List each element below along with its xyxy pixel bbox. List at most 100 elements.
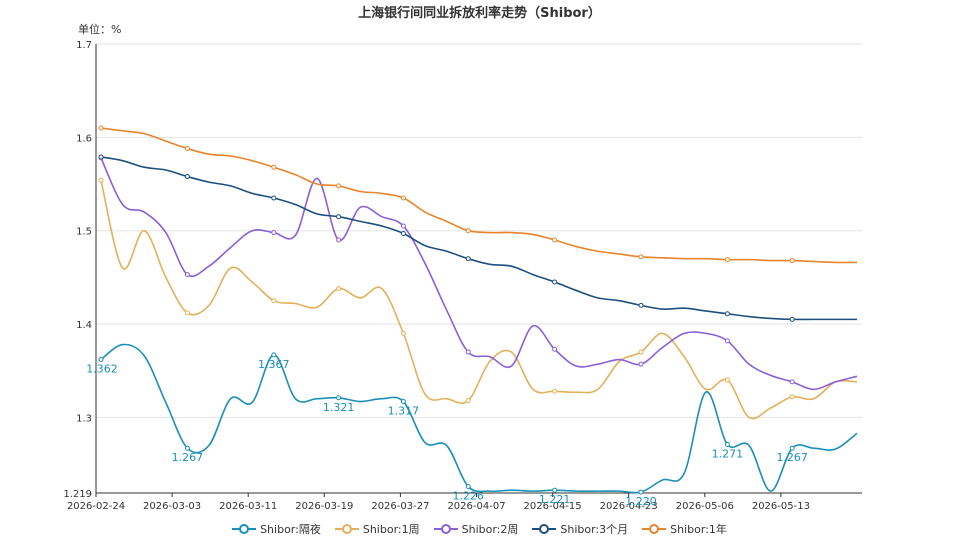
- legend-swatch-icon: [532, 524, 557, 534]
- data-point: [336, 286, 342, 292]
- data-point: [271, 164, 277, 170]
- data-label: 1.271: [712, 447, 744, 460]
- x-tick-label: 2026-03-11: [219, 501, 277, 512]
- data-point: [638, 489, 644, 495]
- data-point: [638, 349, 644, 355]
- data-point: [400, 223, 406, 229]
- y-tick-label: 1.7: [76, 40, 92, 51]
- data-point: [271, 195, 277, 201]
- data-point: [789, 445, 795, 451]
- y-tick-label: 1.3: [76, 413, 92, 424]
- data-label: 1.367: [258, 358, 290, 371]
- data-point: [336, 237, 342, 243]
- data-point: [552, 279, 558, 285]
- x-tick-label: 2026-03-27: [371, 501, 429, 512]
- chart-legend[interactable]: Shibor:隔夜 Shibor:1周 Shibor:2周 Shibor:3个月 Shi…: [0, 521, 959, 537]
- data-point: [724, 441, 730, 447]
- data-label: 1.317: [388, 405, 420, 418]
- data-point: [638, 302, 644, 308]
- data-point: [271, 352, 277, 358]
- legend-swatch-icon: [642, 524, 667, 534]
- data-point: [184, 445, 190, 451]
- data-point: [336, 183, 342, 189]
- data-point: [724, 377, 730, 383]
- legend-label: Shibor:3个月: [560, 523, 629, 536]
- data-point: [184, 174, 190, 180]
- data-point: [789, 258, 795, 264]
- series-line: [100, 127, 858, 264]
- data-point: [552, 237, 558, 243]
- data-label: 1.220: [625, 495, 657, 508]
- data-point: [271, 298, 277, 304]
- data-point: [336, 214, 342, 220]
- data-point: [552, 346, 558, 352]
- legend-item[interactable]: Shibor:1周: [334, 521, 420, 537]
- x-tick-label: 2026-04-23: [600, 501, 658, 512]
- series-1: 1.362 1.267 1.367 1.321 1.317 1.226 1.221 1.220…: [86, 343, 858, 508]
- data-point: [400, 195, 406, 201]
- legend-item[interactable]: Shibor:隔夜: [232, 521, 321, 537]
- data-point: [552, 388, 558, 394]
- series-line: [100, 180, 858, 420]
- data-point: [98, 154, 104, 160]
- data-point: [98, 125, 104, 131]
- data-point: [465, 398, 471, 404]
- series-line: [100, 343, 858, 494]
- legend-label: Shibor:隔夜: [260, 523, 321, 536]
- data-point: [400, 330, 406, 336]
- data-point: [98, 177, 104, 183]
- data-point: [400, 399, 406, 405]
- x-tick-label: 2026-03-19: [295, 501, 353, 512]
- legend-label: Shibor:1周: [362, 523, 420, 536]
- legend-item[interactable]: Shibor:2周: [433, 521, 519, 537]
- data-point: [465, 228, 471, 234]
- data-point: [271, 230, 277, 236]
- data-point: [465, 483, 471, 489]
- legend-item[interactable]: Shibor:1年: [642, 521, 727, 537]
- series-5: [98, 125, 858, 264]
- data-label: 1.321: [323, 401, 355, 414]
- data-point: [184, 272, 190, 278]
- chart-title: 上海银行间同业拆放利率走势（Shibor）: [358, 6, 601, 21]
- data-point: [552, 487, 558, 493]
- data-point: [724, 311, 730, 317]
- legend-label: Shibor:1年: [670, 523, 727, 536]
- y-axis-unit-label: 单位：%: [78, 23, 122, 36]
- x-tick-label: 2026-04-07: [447, 501, 505, 512]
- x-tick-label: 2026-02-24: [67, 501, 125, 512]
- y-tick-label: 1.4: [76, 320, 92, 331]
- series-line: [100, 157, 858, 391]
- legend-item[interactable]: Shibor:3个月: [532, 521, 628, 537]
- legend-label: Shibor:2周: [461, 523, 519, 536]
- x-tick-label: 2026-05-06: [676, 501, 734, 512]
- y-tick-label: 1.219: [63, 489, 92, 500]
- data-point: [184, 146, 190, 152]
- data-label: 1.221: [539, 493, 571, 506]
- data-point: [98, 357, 104, 363]
- data-label: 1.267: [172, 451, 204, 464]
- data-point: [789, 394, 795, 400]
- data-point: [465, 349, 471, 355]
- data-point: [638, 254, 644, 260]
- data-label: 1.267: [776, 451, 808, 464]
- y-tick-label: 1.5: [76, 227, 92, 238]
- x-tick-label: 2026-03-03: [143, 501, 201, 512]
- data-point: [400, 230, 406, 236]
- legend-swatch-icon: [232, 524, 257, 534]
- data-point: [724, 257, 730, 263]
- data-point: [789, 316, 795, 322]
- data-point: [789, 379, 795, 385]
- data-label: 1.362: [86, 363, 118, 376]
- data-point: [638, 361, 644, 367]
- y-tick-label: 1.6: [76, 133, 92, 144]
- data-point: [184, 310, 190, 316]
- data-label: 1.226: [452, 489, 484, 502]
- data-point: [465, 256, 471, 262]
- x-tick-label: 2026-04-15: [524, 501, 582, 512]
- legend-swatch-icon: [433, 524, 458, 534]
- data-point: [336, 395, 342, 401]
- series-3: [98, 155, 858, 391]
- data-point: [724, 338, 730, 344]
- legend-swatch-icon: [334, 524, 359, 534]
